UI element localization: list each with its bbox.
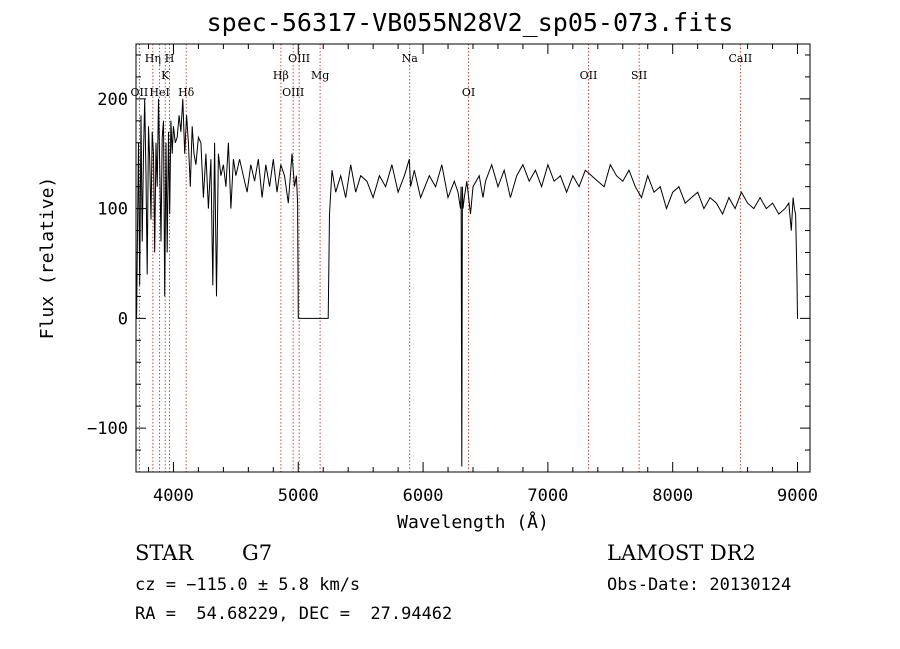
plot-frame bbox=[135, 43, 811, 473]
y-tick-label: 200 bbox=[97, 90, 128, 110]
x-axis-label: Wavelength (Å) bbox=[397, 511, 549, 533]
redshift-velocity: cz = −115.0 ± 5.8 km/s bbox=[135, 575, 361, 595]
spectral-line-label: OI bbox=[462, 86, 475, 99]
y-tick-label: −100 bbox=[87, 419, 128, 439]
spectral-line-label: SII bbox=[631, 69, 647, 82]
x-tick-label: 6000 bbox=[403, 486, 444, 506]
object-class: STAR bbox=[135, 541, 194, 565]
y-tick-label: 0 bbox=[118, 309, 128, 329]
y-axis-ticks: −100 0 100 200 bbox=[87, 54, 810, 451]
spectral-line-label: H bbox=[165, 52, 175, 65]
spectral-line-label: CaII bbox=[729, 52, 753, 65]
observation-date: Obs-Date: 20130124 bbox=[607, 575, 792, 595]
spectrum-line bbox=[136, 98, 799, 467]
y-axis-label: Flux (relative) bbox=[37, 177, 58, 340]
object-subclass: G7 bbox=[242, 541, 273, 565]
coordinates: RA = 54.68229, DEC = 27.94462 bbox=[135, 604, 453, 624]
survey-name: LAMOST DR2 bbox=[607, 541, 756, 565]
y-tick-label: 100 bbox=[97, 200, 128, 220]
x-tick-label: 8000 bbox=[652, 486, 693, 506]
x-axis-ticks: 4000 5000 6000 7000 8000 9000 bbox=[147, 44, 818, 506]
spectral-line-label: HeI bbox=[149, 86, 169, 99]
spectral-line-label: Hδ bbox=[178, 86, 195, 99]
spectral-line-label: OIII bbox=[288, 52, 310, 65]
x-tick-label: 5000 bbox=[278, 486, 319, 506]
x-tick-label: 9000 bbox=[777, 486, 818, 506]
spectral-line-label: K bbox=[161, 69, 170, 82]
spectral-line-label: Hη bbox=[145, 52, 161, 65]
chart-title: spec-56317-VB055N28V2_sp05-073.fits bbox=[206, 8, 734, 37]
spectral-line-label: Mg bbox=[311, 69, 329, 82]
spectral-line-label: Hβ bbox=[273, 69, 289, 82]
x-tick-label: 7000 bbox=[527, 486, 568, 506]
x-tick-label: 4000 bbox=[153, 486, 194, 506]
spectral-line-label: OII bbox=[580, 69, 598, 82]
spectral-line-label: OII bbox=[131, 86, 149, 99]
spectral-line-label: OIII bbox=[282, 86, 304, 99]
spectral-line-label: Na bbox=[402, 52, 419, 65]
spectral-line-markers bbox=[138, 44, 741, 472]
